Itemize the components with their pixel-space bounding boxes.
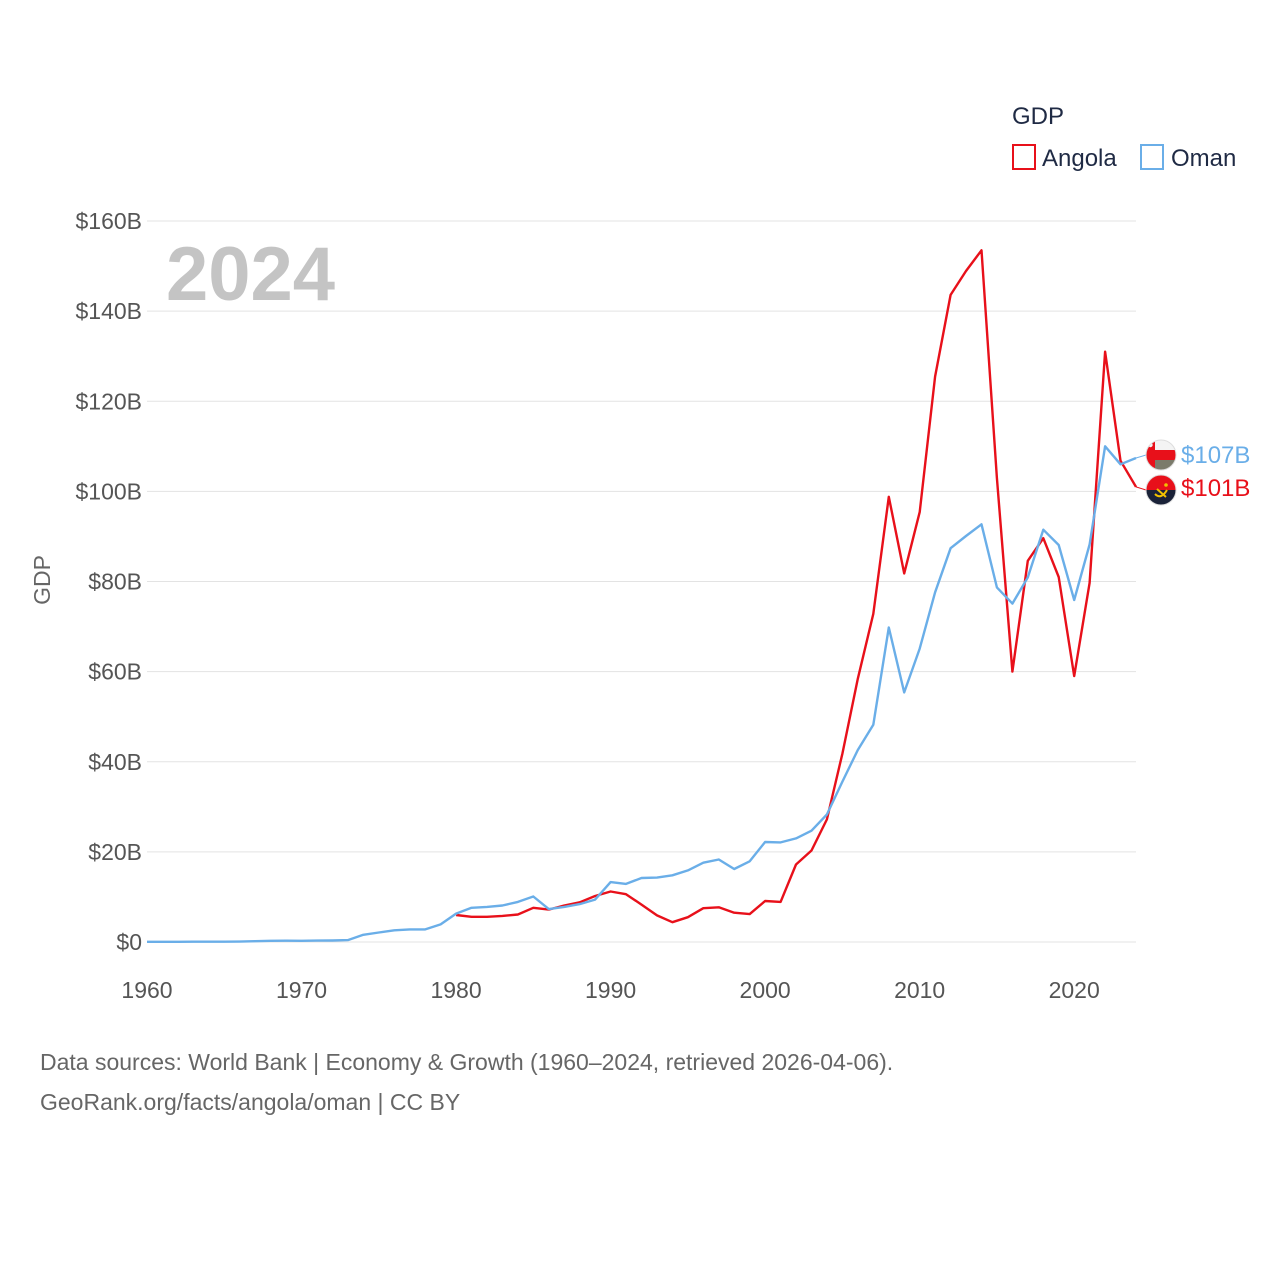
year-watermark: 2024 <box>166 232 335 317</box>
leader-line-oman <box>1135 454 1147 459</box>
footer: Data sources: World Bank | Economy & Gro… <box>40 1042 893 1122</box>
y-tick-label: $0 <box>116 929 142 955</box>
oman-flag-icon <box>1145 439 1177 471</box>
legend-title: GDP <box>1012 103 1064 130</box>
y-tick-label: $80B <box>88 569 142 595</box>
x-tick-label: 2010 <box>894 977 945 1003</box>
y-tick-label: $60B <box>88 659 142 685</box>
x-tick-label: 1960 <box>121 977 172 1003</box>
end-marker-oman: $107B <box>1135 439 1250 471</box>
series-line-angola <box>455 249 1138 924</box>
legend-swatch-angola <box>1012 144 1036 170</box>
y-tick-label: $160B <box>75 208 142 234</box>
leader-line-angola <box>1135 486 1147 491</box>
y-tick-label: $140B <box>75 298 142 324</box>
x-tick-label: 1990 <box>585 977 636 1003</box>
x-tick-label: 1980 <box>430 977 481 1003</box>
y-tick-label: $40B <box>88 749 142 775</box>
legend: GDP Angola Oman <box>1012 103 1236 172</box>
x-tick-label: 2020 <box>1049 977 1100 1003</box>
legend-swatch-oman <box>1140 144 1164 170</box>
y-tick-label: $100B <box>75 478 142 504</box>
angola-flag-icon <box>1145 474 1177 506</box>
legend-label-angola: Angola <box>1042 145 1117 172</box>
attribution-link[interactable]: GeoRank.org/facts/angola/oman | CC BY <box>40 1089 461 1115</box>
x-axis-ticks: 1960 1970 1980 1990 2000 2010 2020 <box>121 977 1099 1003</box>
series-lines <box>147 249 1138 943</box>
end-label-oman: $107B <box>1181 442 1250 469</box>
data-source-note: Data sources: World Bank | Economy & Gro… <box>40 1049 894 1075</box>
x-tick-label: 2000 <box>740 977 791 1003</box>
grid-lines <box>147 220 1136 943</box>
end-marker-angola: $101B <box>1135 474 1250 506</box>
y-axis-label: GDP <box>29 555 55 605</box>
legend-label-oman: Oman <box>1171 145 1236 172</box>
y-axis-ticks: $0 $20B $40B $60B $80B $100B $120B $140B $160B <box>75 208 142 955</box>
series-line-oman <box>147 445 1137 943</box>
end-label-angola: $101B <box>1181 475 1250 502</box>
y-tick-label: $120B <box>75 388 142 414</box>
x-tick-label: 1970 <box>276 977 327 1003</box>
y-tick-label: $20B <box>88 839 142 865</box>
